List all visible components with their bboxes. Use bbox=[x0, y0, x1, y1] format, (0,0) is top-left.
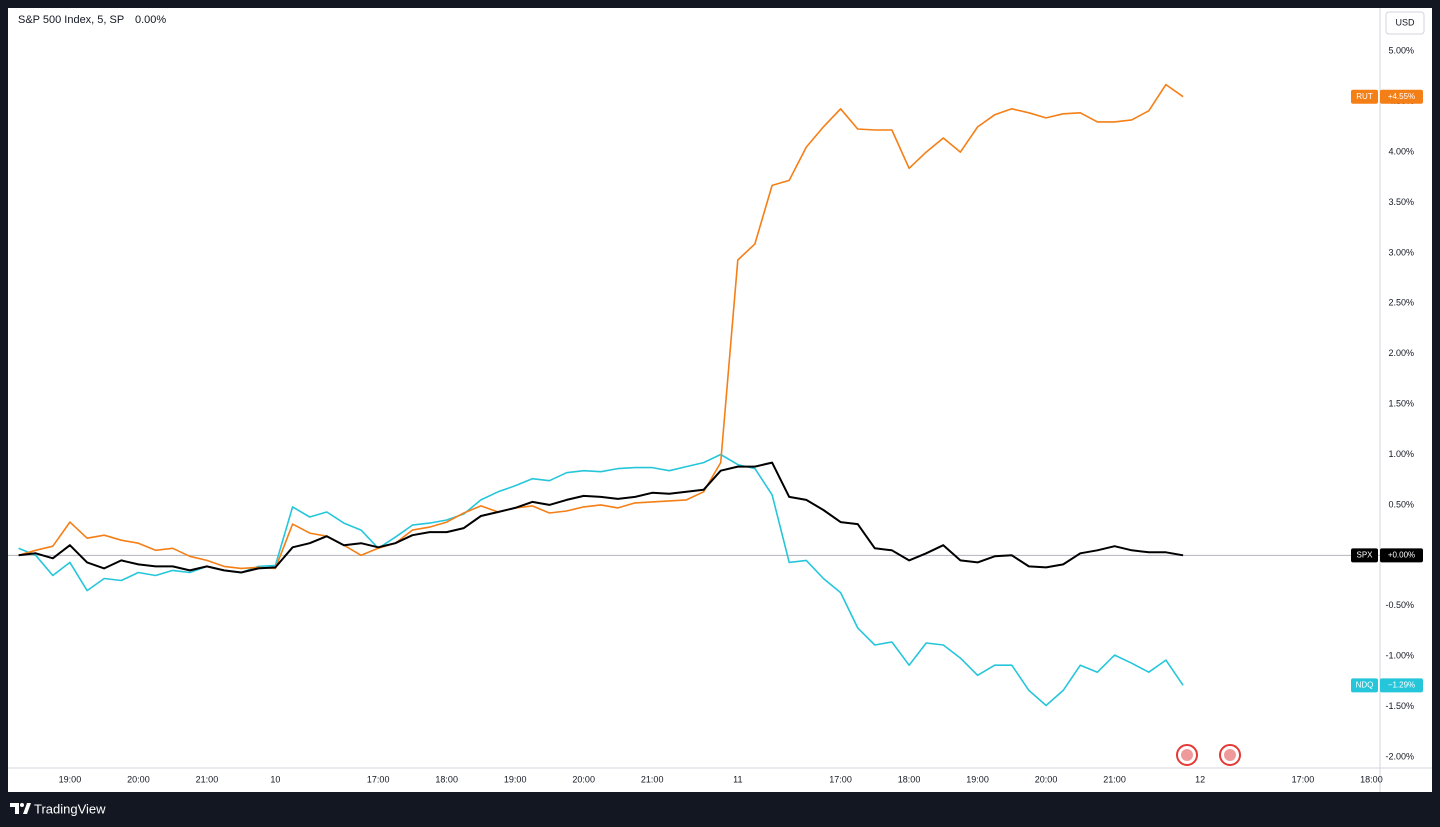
series-name: SPX bbox=[1356, 550, 1373, 559]
chart-area bbox=[8, 8, 1432, 792]
series-name: RUT bbox=[1356, 92, 1373, 101]
series-name-box bbox=[1351, 548, 1378, 563]
brand-name: TradingView bbox=[34, 801, 106, 816]
y-tick-label: 0.50% bbox=[1388, 499, 1414, 509]
brand-logo bbox=[10, 803, 31, 814]
series-name-box bbox=[1351, 89, 1378, 104]
x-tick-label: 20:00 bbox=[1035, 774, 1058, 784]
series-name-box bbox=[1351, 678, 1378, 693]
y-tick-label: 3.50% bbox=[1388, 197, 1414, 207]
x-tick-label: 12 bbox=[1195, 774, 1205, 784]
chart-title: S&P 500 Index, 5, SP bbox=[18, 14, 124, 26]
currency-label[interactable]: USD bbox=[1395, 17, 1415, 27]
x-tick-label: 19:00 bbox=[504, 774, 527, 784]
price-label: +4.55% bbox=[1388, 92, 1415, 101]
price-label: −1.29% bbox=[1388, 680, 1415, 689]
event-icon bbox=[1219, 744, 1241, 766]
x-tick-label: 11 bbox=[733, 774, 742, 784]
y-tick-label: 5.00% bbox=[1388, 46, 1414, 56]
y-tick-label: -1.50% bbox=[1385, 701, 1414, 711]
x-tick-label: 19:00 bbox=[966, 774, 989, 784]
series-line bbox=[18, 461, 1184, 574]
title-value: 0.00% bbox=[135, 14, 166, 26]
y-tick-label: 1.00% bbox=[1388, 449, 1414, 459]
x-tick-label: 20:00 bbox=[127, 774, 150, 784]
y-tick-label: 1.50% bbox=[1388, 399, 1414, 409]
y-tick-label: -2.00% bbox=[1385, 751, 1414, 761]
x-tick-label: 19:00 bbox=[59, 774, 82, 784]
y-tick-label: -0.50% bbox=[1385, 600, 1414, 610]
x-tick-label: 10 bbox=[270, 774, 280, 784]
price-label-box bbox=[1380, 678, 1423, 693]
price-label: +0.00% bbox=[1388, 550, 1415, 559]
y-tick-label: -1.00% bbox=[1385, 650, 1414, 660]
x-tick-label: 21:00 bbox=[1103, 774, 1126, 784]
currency-button[interactable] bbox=[1385, 11, 1425, 35]
x-tick-label: 20:00 bbox=[572, 774, 595, 784]
x-tick-label: 17:00 bbox=[1292, 774, 1315, 784]
x-tick-label: 17:00 bbox=[829, 774, 852, 784]
series-name: NDQ bbox=[1356, 680, 1374, 689]
price-label-box bbox=[1380, 548, 1423, 563]
y-tick-label: 2.00% bbox=[1388, 348, 1414, 358]
x-tick-label: 21:00 bbox=[641, 774, 664, 784]
x-tick-label: 18:00 bbox=[1360, 774, 1383, 784]
y-tick-label: 2.50% bbox=[1388, 298, 1414, 308]
y-tick-label: 3.00% bbox=[1388, 247, 1414, 257]
event-icon bbox=[1176, 744, 1198, 766]
y-tick-label: 4.00% bbox=[1388, 147, 1414, 157]
series-line bbox=[18, 83, 1184, 570]
x-tick-label: 18:00 bbox=[435, 774, 458, 784]
x-tick-label: 18:00 bbox=[898, 774, 921, 784]
x-tick-label: 17:00 bbox=[367, 774, 390, 784]
x-tick-label: 21:00 bbox=[196, 774, 219, 784]
price-label-box bbox=[1380, 89, 1423, 104]
